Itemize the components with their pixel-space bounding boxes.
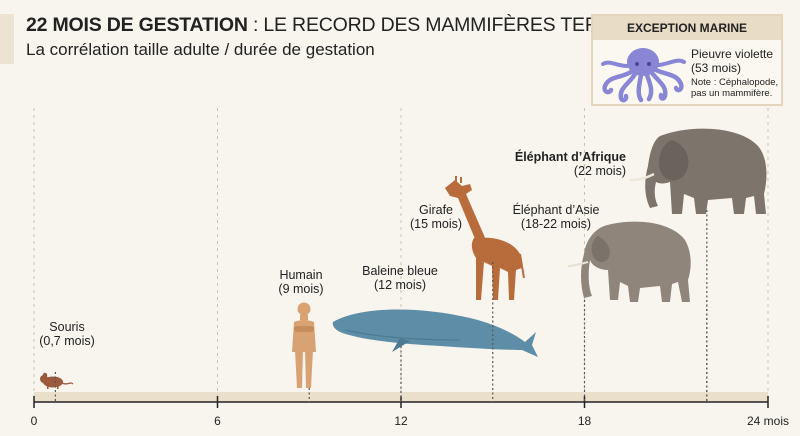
point-value-5: (22 mois) [574,164,626,178]
point-name-5: Éléphant d’Afrique [515,149,626,164]
asian-elephant-icon [567,221,691,302]
octopus-icon [601,48,686,103]
point-value-4: (18-22 mois) [521,217,591,231]
point-name-2: Baleine bleue [362,264,438,278]
page-subtitle: La corrélation taille adulte / durée de … [26,40,375,59]
point-name-1: Humain [279,268,322,282]
value-dashes [54,210,708,402]
x-tick-label-2: 12 [394,414,408,428]
marine-exception-box: EXCEPTION MARINE Pieuvre violette (53 mo… [591,14,783,106]
point-name-0: Souris [49,320,84,334]
x-tick-label-1: 6 [214,414,221,428]
x-tick-label-3: 18 [578,414,592,428]
mouse-icon [40,372,74,389]
point-value-1: (9 mois) [278,282,323,296]
point-name-3: Girafe [419,203,453,217]
point-labels: Souris(0,7 mois) Humain(9 mois) Baleine bl… [39,149,626,348]
african-elephant-icon [629,128,767,214]
giraffe-icon [445,176,525,300]
title-accent-bar [0,14,14,64]
point-value-0: (0,7 mois) [39,334,95,348]
marine-animal-name: Pieuvre violette [691,47,774,61]
x-tick-label-0: 0 [31,414,38,428]
point-value-3: (15 mois) [410,217,462,231]
page-title: 22 MOIS DE GESTATION : LE RECORD DES MAM… [26,14,690,36]
human-icon [292,302,316,388]
x-axis-ticks: 0 6 12 18 24 mois [31,396,789,428]
x-tick-label-4: 24 mois [747,414,789,428]
marine-box-heading: EXCEPTION MARINE [593,16,781,40]
marine-animal-duration: (53 mois) [691,61,742,75]
point-value-2: (12 mois) [374,278,426,292]
whale-icon [332,309,538,357]
point-name-4: Éléphant d’Asie [513,202,600,217]
marine-animal-note: Note : Céphalopode, pas un mammifère. [691,77,779,99]
